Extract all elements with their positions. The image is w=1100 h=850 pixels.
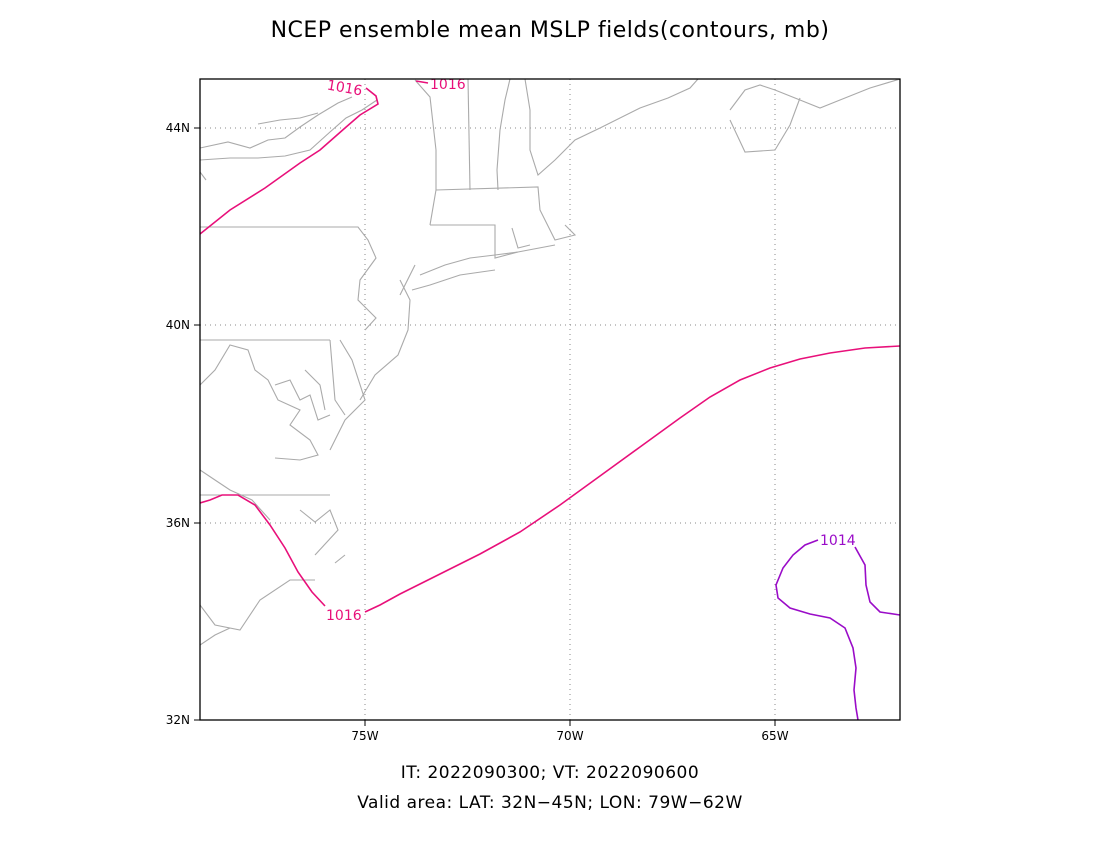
isobar-1016-northwest: [200, 87, 379, 235]
footer-area-info: Valid area: LAT: 32N−45N; LON: 79W−62W: [357, 793, 743, 813]
footer-time-info: IT: 2022090300; VT: 2022090600: [400, 763, 700, 783]
x-tick-label: 75W: [351, 729, 378, 743]
y-tick-label: 36N: [166, 516, 190, 530]
isobar-1016-north-stub: [415, 80, 429, 84]
y-tick-label: 32N: [166, 713, 190, 727]
gridlines: [200, 79, 900, 720]
x-axis: [364, 720, 776, 726]
isobars: [200, 80, 900, 720]
y-axis: [194, 127, 200, 721]
isobar-1016-main: [200, 345, 900, 613]
isobar-label: 1016: [326, 608, 362, 624]
coastlines: [200, 79, 900, 646]
isobar-1014: [775, 539, 900, 720]
x-tick-label: 70W: [556, 729, 583, 743]
isobar-label: 1016: [430, 77, 466, 93]
isobar-label: 1016: [326, 78, 364, 100]
y-tick-label: 40N: [166, 318, 190, 332]
plot-frame: [199, 78, 901, 721]
y-tick-label: 44N: [166, 121, 190, 135]
isobar-label: 1014: [820, 533, 856, 549]
isobar-labels: 1016 1016 1016 1014: [326, 77, 856, 624]
x-tick-label: 65W: [761, 729, 788, 743]
chart-title: NCEP ensemble mean MSLP fields(contours,…: [270, 18, 830, 43]
